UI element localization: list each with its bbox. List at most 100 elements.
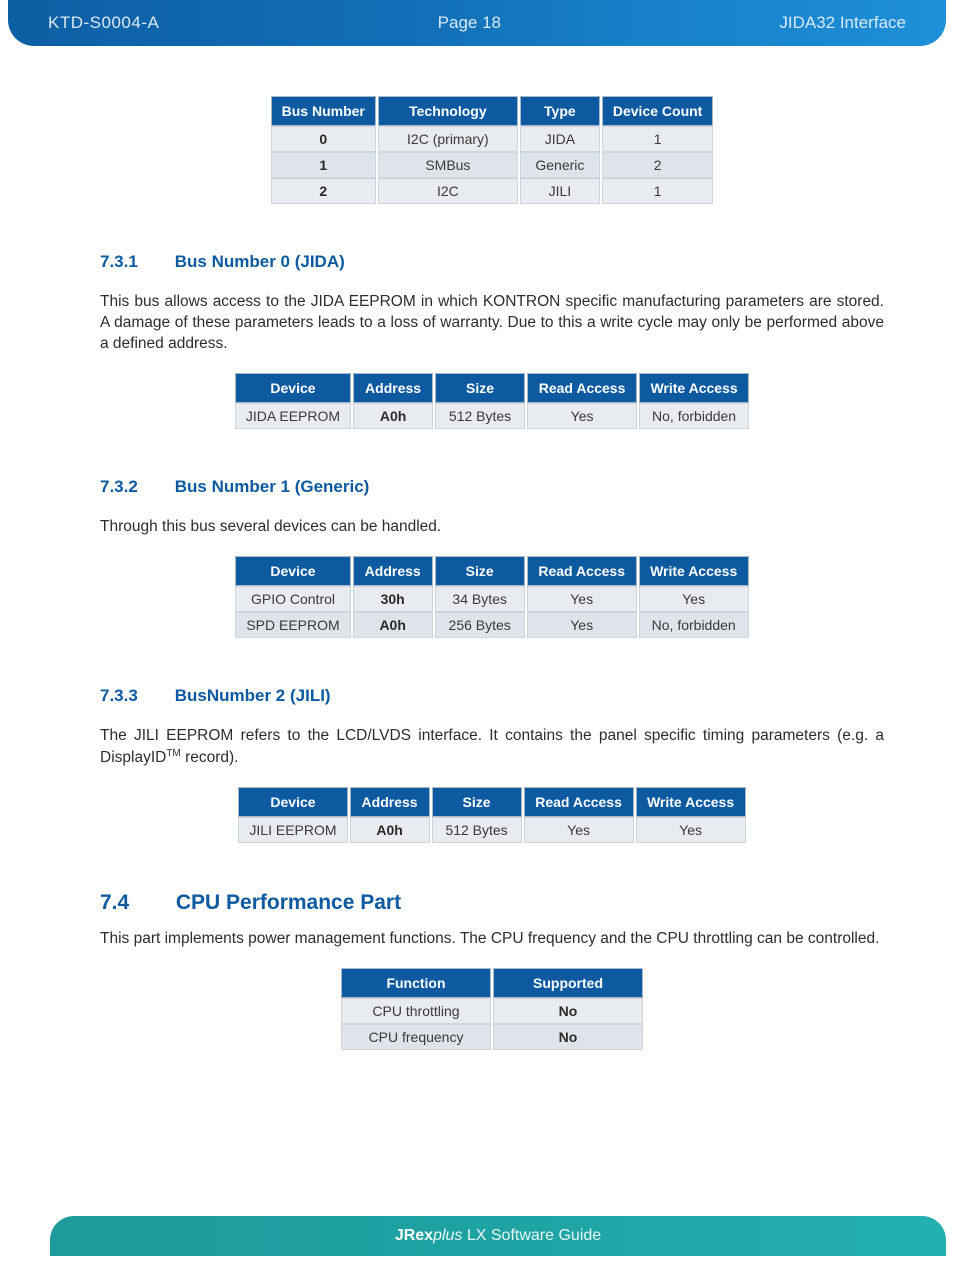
table-header-cell: Supported bbox=[493, 968, 643, 998]
table-row: GPIO Control30h34 BytesYesYes bbox=[235, 586, 748, 612]
table-cell: CPU frequency bbox=[341, 1024, 491, 1050]
table-cell: No, forbidden bbox=[639, 403, 749, 429]
table-cell: 1 bbox=[602, 126, 713, 152]
table-cell: Yes bbox=[524, 817, 634, 843]
heading-text: CPU Performance Part bbox=[176, 891, 401, 914]
table-cell: 1 bbox=[271, 152, 376, 178]
table-cell: 2 bbox=[602, 152, 713, 178]
table-cell: JIDA bbox=[520, 126, 600, 152]
table-cell: Yes bbox=[527, 403, 637, 429]
table-cell: 34 Bytes bbox=[435, 586, 525, 612]
jili-eeprom-table: DeviceAddressSizeRead AccessWrite Access… bbox=[236, 787, 747, 843]
table-header-cell: Technology bbox=[378, 96, 518, 126]
heading-number: 7.4 bbox=[100, 891, 170, 915]
table-header-cell: Bus Number bbox=[271, 96, 376, 126]
table-header-cell: Read Access bbox=[527, 373, 637, 403]
generic-bus-table: DeviceAddressSizeRead AccessWrite Access… bbox=[233, 556, 750, 638]
table-header-cell: Address bbox=[350, 787, 430, 817]
table-cell: A0h bbox=[350, 817, 430, 843]
heading-7-3-2: 7.3.2 Bus Number 1 (Generic) bbox=[100, 477, 884, 497]
table-row: CPU throttlingNo bbox=[341, 998, 643, 1024]
para-7-3-1: This bus allows access to the JIDA EEPRO… bbox=[100, 292, 884, 355]
page-number: Page 18 bbox=[438, 13, 501, 33]
heading-7-4: 7.4 CPU Performance Part bbox=[100, 891, 884, 915]
table-header-cell: Size bbox=[435, 373, 525, 403]
heading-number: 7.3.2 bbox=[100, 477, 170, 497]
table-cell: 512 Bytes bbox=[435, 403, 525, 429]
table-header-cell: Address bbox=[353, 556, 433, 586]
table-cell: JIDA EEPROM bbox=[235, 403, 351, 429]
table-cell: 0 bbox=[271, 126, 376, 152]
table-cell: Generic bbox=[520, 152, 600, 178]
table-header-cell: Device bbox=[238, 787, 347, 817]
table-header-cell: Read Access bbox=[524, 787, 634, 817]
table-header-cell: Device bbox=[235, 373, 351, 403]
table-cell: Yes bbox=[527, 586, 637, 612]
table-cell: No, forbidden bbox=[639, 612, 749, 638]
jida-eeprom-table: DeviceAddressSizeRead AccessWrite Access… bbox=[233, 373, 751, 429]
footer-bar: JRexplus LX Software Guide bbox=[50, 1216, 946, 1256]
heading-number: 7.3.3 bbox=[100, 686, 170, 706]
heading-text: Bus Number 1 (Generic) bbox=[175, 477, 370, 496]
table-header-cell: Size bbox=[435, 556, 525, 586]
table-cell: SMBus bbox=[378, 152, 518, 178]
table-cell: 512 Bytes bbox=[432, 817, 522, 843]
table-header-cell: Device bbox=[235, 556, 350, 586]
table-header-cell: Device Count bbox=[602, 96, 713, 126]
table-cell: GPIO Control bbox=[235, 586, 350, 612]
doc-id: KTD-S0004-A bbox=[48, 13, 159, 33]
table-header-cell: Read Access bbox=[527, 556, 637, 586]
table-row: CPU frequencyNo bbox=[341, 1024, 643, 1050]
table-header-cell: Address bbox=[353, 373, 433, 403]
table-row: JIDA EEPROMA0h512 BytesYesNo, forbidden bbox=[235, 403, 749, 429]
table-cell: No bbox=[493, 1024, 643, 1050]
page-content: Bus NumberTechnologyTypeDevice Count0I2C… bbox=[0, 46, 954, 1050]
table-cell: 30h bbox=[353, 586, 433, 612]
heading-text: Bus Number 0 (JIDA) bbox=[175, 252, 345, 271]
table-row: 0I2C (primary)JIDA1 bbox=[271, 126, 714, 152]
table-cell: Yes bbox=[639, 586, 749, 612]
table-cell: A0h bbox=[353, 403, 433, 429]
footer-brand-italic: plus bbox=[433, 1227, 462, 1244]
bus-overview-table: Bus NumberTechnologyTypeDevice Count0I2C… bbox=[269, 96, 716, 204]
footer-brand-bold: JRex bbox=[395, 1227, 433, 1244]
table-cell: 2 bbox=[271, 178, 376, 204]
table-row: JILI EEPROMA0h512 BytesYesYes bbox=[238, 817, 745, 843]
table-cell: Yes bbox=[636, 817, 746, 843]
table-cell: 1 bbox=[602, 178, 713, 204]
table-cell: CPU throttling bbox=[341, 998, 491, 1024]
para-suffix: record). bbox=[181, 749, 239, 766]
heading-number: 7.3.1 bbox=[100, 252, 170, 272]
heading-7-3-1: 7.3.1 Bus Number 0 (JIDA) bbox=[100, 252, 884, 272]
header-bar: KTD-S0004-A Page 18 JIDA32 Interface bbox=[8, 0, 946, 46]
table-header-cell: Write Access bbox=[636, 787, 746, 817]
header-title: JIDA32 Interface bbox=[779, 13, 906, 33]
footer-suffix: Software Guide bbox=[486, 1227, 601, 1244]
footer-brand-rest: LX bbox=[462, 1227, 486, 1244]
table-cell: A0h bbox=[353, 612, 433, 638]
table-cell: 256 Bytes bbox=[435, 612, 525, 638]
table-cell: JILI bbox=[520, 178, 600, 204]
para-7-4: This part implements power management fu… bbox=[100, 929, 884, 950]
table-header-cell: Type bbox=[520, 96, 600, 126]
table-cell: I2C bbox=[378, 178, 518, 204]
para-7-3-2: Through this bus several devices can be … bbox=[100, 517, 884, 538]
table-cell: I2C (primary) bbox=[378, 126, 518, 152]
table-row: 2I2CJILI1 bbox=[271, 178, 714, 204]
footer-text: JRexplus LX Software Guide bbox=[395, 1227, 601, 1245]
table-header-cell: Write Access bbox=[639, 373, 749, 403]
table-cell: SPD EEPROM bbox=[235, 612, 350, 638]
table-row: SPD EEPROMA0h256 BytesYesNo, forbidden bbox=[235, 612, 748, 638]
table-cell: Yes bbox=[527, 612, 637, 638]
table-cell: No bbox=[493, 998, 643, 1024]
table-header-cell: Size bbox=[432, 787, 522, 817]
table-header-cell: Write Access bbox=[639, 556, 749, 586]
table-header-cell: Function bbox=[341, 968, 491, 998]
para-7-3-3: The JILI EEPROM refers to the LCD/LVDS i… bbox=[100, 726, 884, 769]
trademark-symbol: TM bbox=[166, 748, 180, 759]
heading-7-3-3: 7.3.3 BusNumber 2 (JILI) bbox=[100, 686, 884, 706]
table-cell: JILI EEPROM bbox=[238, 817, 347, 843]
heading-text: BusNumber 2 (JILI) bbox=[175, 686, 331, 705]
cpu-perf-table: FunctionSupportedCPU throttlingNoCPU fre… bbox=[339, 968, 645, 1050]
table-row: 1SMBusGeneric2 bbox=[271, 152, 714, 178]
